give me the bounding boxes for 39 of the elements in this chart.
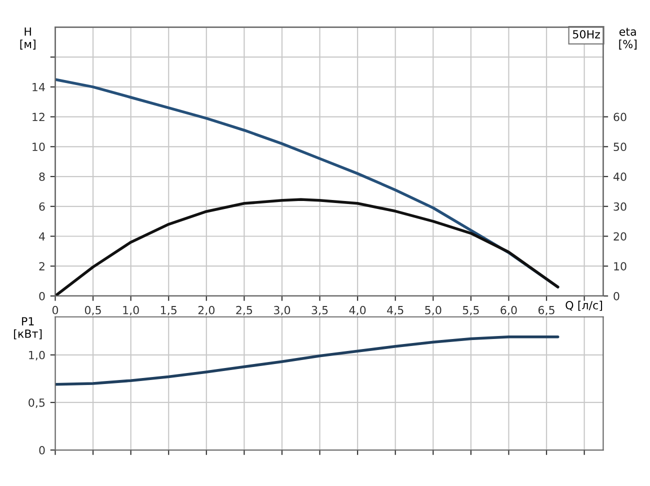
y-tick-label: 0,5	[28, 398, 45, 408]
y2-tick-label: 50	[614, 142, 626, 152]
y-tick-label: 2	[39, 262, 44, 270]
y2-axis-title: eta [%]	[619, 28, 637, 50]
line-series	[55, 198, 560, 296]
x-tick-label: 5,5	[462, 306, 479, 316]
x-tick-label: 4,5	[387, 306, 404, 316]
y-tick-label: 12	[32, 112, 44, 122]
y2-tick-label: 0	[614, 292, 620, 300]
y-tick-label: 4	[39, 232, 45, 240]
x-tick-label: 1,0	[123, 306, 139, 316]
line-series	[55, 335, 560, 386]
x-tick-label: 5,0	[425, 306, 442, 316]
x-tick-label: 6,0	[500, 306, 517, 316]
y2-tick-label: 10	[614, 262, 626, 270]
y-tick-label: 0	[39, 446, 45, 454]
y-tick-label: 0	[39, 292, 45, 300]
x-axis-title: Q [л/с]	[566, 300, 602, 311]
y-tick-label: 6	[39, 202, 45, 211]
y-tick-label: 8	[39, 172, 45, 181]
y-tick-label: 1,0	[29, 350, 45, 360]
y2-tick-label: 30	[614, 202, 626, 211]
x-tick-label: 2,5	[236, 306, 252, 316]
y-tick-label: 10	[32, 142, 45, 152]
x-tick-label: 2,0	[198, 306, 215, 316]
x-tick-label: 1,5	[161, 306, 176, 316]
x-tick-label: 3,5	[312, 306, 328, 316]
x-tick-label: 0,5	[84, 306, 101, 316]
x-tick-label: 6,5	[538, 306, 554, 316]
x-tick-label: 3,0	[274, 306, 290, 316]
x-tick-label: 4,0	[349, 306, 366, 316]
y2-tick-label: 20	[614, 232, 626, 241]
y-axis-title: P1 [кВт]	[14, 317, 42, 340]
x-tick-label: 0	[52, 306, 58, 314]
y2-tick-label: 60	[614, 112, 626, 122]
y-axis-title: H [м]	[20, 28, 36, 50]
annotation: 50Hz	[572, 30, 600, 39]
y2-tick-label: 40	[613, 172, 626, 181]
y-tick-label: 14	[32, 83, 45, 92]
